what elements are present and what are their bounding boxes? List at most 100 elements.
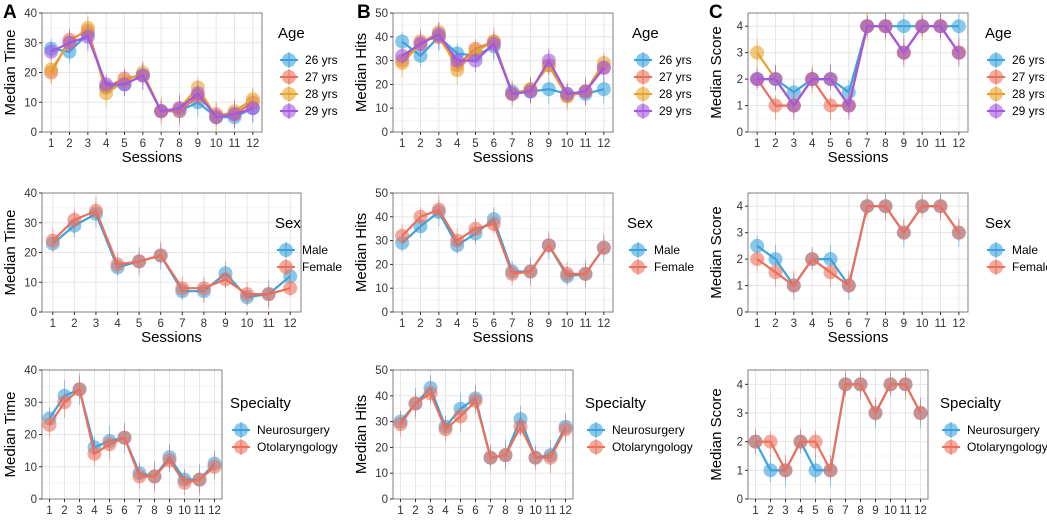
data-point bbox=[423, 386, 438, 401]
data-point bbox=[933, 19, 948, 34]
x-tick-label: 12 bbox=[208, 505, 221, 517]
x-tick-label: 8 bbox=[201, 318, 207, 330]
data-point bbox=[218, 272, 233, 287]
series-29-yrs bbox=[395, 22, 611, 103]
x-tick-label: 6 bbox=[158, 318, 164, 330]
data-point bbox=[227, 107, 242, 122]
x-tick-label: 7 bbox=[509, 318, 515, 330]
legend-item: 29 yrs bbox=[280, 103, 338, 119]
y-tick-label: 50 bbox=[375, 188, 388, 200]
x-tick-label: 12 bbox=[597, 138, 610, 150]
data-point bbox=[431, 27, 446, 42]
data-point bbox=[896, 45, 911, 60]
y-tick-label: 3 bbox=[737, 48, 743, 60]
x-tick-label: 1 bbox=[48, 138, 54, 150]
x-tick-label: 3 bbox=[782, 505, 788, 517]
data-point bbox=[413, 36, 428, 51]
data-point bbox=[878, 199, 893, 214]
y-tick-label: 10 bbox=[375, 103, 388, 115]
data-point bbox=[560, 86, 575, 101]
legend-key-point bbox=[282, 104, 296, 118]
legend-item: Neurosurgery bbox=[232, 422, 330, 438]
legend-label: 29 yrs bbox=[305, 104, 338, 118]
x-tick-label: 8 bbox=[882, 318, 888, 330]
plot-frame bbox=[392, 192, 614, 313]
x-axis-title: Sessions bbox=[828, 329, 889, 346]
data-point bbox=[786, 98, 801, 113]
x-axis-title: Sessions bbox=[141, 329, 202, 346]
data-point bbox=[72, 382, 87, 397]
y-tick-label: 40 bbox=[24, 188, 37, 200]
series-female bbox=[750, 194, 966, 295]
y-tick-label: 0 bbox=[737, 127, 743, 139]
data-point bbox=[896, 19, 911, 34]
legend-title: Sex bbox=[985, 215, 1011, 232]
y-tick-label: 0 bbox=[31, 127, 37, 139]
legend-key-point bbox=[282, 70, 296, 84]
panel-letter-b: B bbox=[357, 2, 371, 23]
x-tick-label: 3 bbox=[85, 138, 91, 150]
x-tick-label: 6 bbox=[121, 505, 127, 517]
legend: Specialty Neurosurgery Otolaryngology bbox=[940, 395, 1047, 455]
data-point bbox=[868, 406, 883, 420]
legend-item: 27 yrs bbox=[987, 69, 1045, 85]
legend-label: 26 yrs bbox=[1012, 53, 1045, 67]
data-point bbox=[177, 475, 192, 490]
x-tick-label: 11 bbox=[935, 318, 947, 330]
series-otolaryngology bbox=[748, 371, 928, 480]
legend-title: Age bbox=[632, 25, 659, 42]
data-point bbox=[87, 446, 102, 461]
data-point bbox=[558, 422, 573, 437]
legend-label: 27 yrs bbox=[659, 70, 692, 84]
legend-label: Otolaryngology bbox=[967, 440, 1047, 454]
x-tick-label: 3 bbox=[791, 318, 797, 330]
y-tick-label: 0 bbox=[737, 494, 743, 506]
data-point bbox=[898, 377, 913, 392]
x-tick-label: 4 bbox=[809, 318, 816, 330]
x-tick-label: 2 bbox=[71, 318, 77, 330]
x-tick-label: 7 bbox=[842, 505, 848, 517]
y-tick-label: 2 bbox=[737, 437, 743, 449]
y-axis-title: Median Time bbox=[2, 392, 19, 478]
legend-label: 28 yrs bbox=[1012, 87, 1045, 101]
data-point bbox=[823, 252, 838, 267]
legend-label: 28 yrs bbox=[305, 87, 338, 101]
x-tick-label: 12 bbox=[559, 505, 572, 517]
x-tick-label: 9 bbox=[872, 505, 878, 517]
data-point bbox=[578, 84, 593, 99]
panel-letter-c: C bbox=[709, 2, 723, 23]
y-tick-label: 40 bbox=[375, 212, 388, 224]
x-tick-label: 12 bbox=[914, 505, 927, 517]
x-tick-label: 4 bbox=[442, 505, 449, 517]
legend-item: 28 yrs bbox=[634, 86, 692, 102]
data-point bbox=[44, 44, 59, 59]
data-point bbox=[878, 19, 893, 34]
x-axis-title: Sessions bbox=[122, 149, 183, 166]
x-tick-label: 10 bbox=[529, 505, 542, 517]
x-tick-label: 4 bbox=[797, 505, 804, 517]
legend-title: Specialty bbox=[940, 395, 1001, 412]
data-point bbox=[541, 82, 556, 97]
data-point bbox=[578, 266, 593, 281]
series-otolaryngology bbox=[42, 373, 222, 496]
data-point bbox=[395, 228, 410, 243]
x-axis-title: Sessions bbox=[473, 149, 534, 166]
data-point bbox=[805, 252, 820, 267]
y-tick-label: 40 bbox=[24, 8, 37, 20]
x-tick-label: 5 bbox=[812, 505, 818, 517]
y-tick-label: 0 bbox=[382, 307, 388, 319]
data-point bbox=[596, 240, 611, 255]
data-point bbox=[513, 419, 528, 434]
y-tick-label: 1 bbox=[737, 101, 743, 113]
y-tick-label: 30 bbox=[24, 38, 37, 50]
y-tick-label: 20 bbox=[24, 68, 37, 80]
legend-key-point bbox=[989, 87, 1003, 101]
plot-frame bbox=[747, 12, 969, 133]
x-tick-label: 2 bbox=[772, 318, 778, 330]
y-tick-label: 0 bbox=[31, 307, 37, 319]
